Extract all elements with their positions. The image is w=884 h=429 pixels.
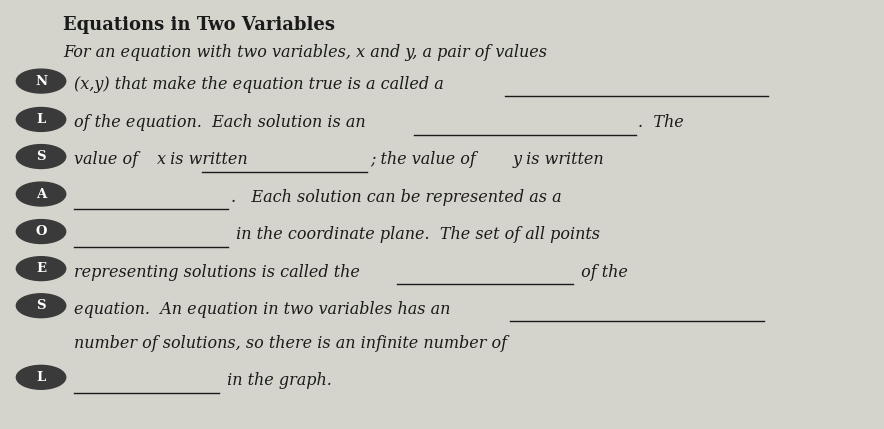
Circle shape (17, 257, 65, 281)
Circle shape (17, 182, 65, 206)
Text: ; the value of: ; the value of (370, 151, 481, 169)
Text: is written: is written (522, 151, 604, 169)
Text: L: L (36, 371, 46, 384)
Text: A: A (36, 187, 46, 200)
Text: x: x (156, 151, 165, 169)
Text: S: S (36, 150, 46, 163)
Text: of the: of the (576, 263, 628, 281)
Text: is written: is written (165, 151, 253, 169)
Circle shape (17, 294, 65, 317)
Circle shape (17, 108, 65, 131)
Text: E: E (36, 262, 46, 275)
Text: value of: value of (73, 151, 143, 169)
Text: S: S (36, 299, 46, 312)
Text: of the equation.  Each solution is an: of the equation. Each solution is an (73, 115, 370, 131)
Text: in the coordinate plane.  The set of all points: in the coordinate plane. The set of all … (231, 227, 599, 243)
Text: .  The: . The (637, 115, 683, 131)
Text: representing solutions is called the: representing solutions is called the (73, 263, 364, 281)
Circle shape (17, 145, 65, 169)
Circle shape (17, 69, 65, 93)
Text: (x,y) that make the equation true is a called a: (x,y) that make the equation true is a c… (73, 76, 448, 93)
Text: y: y (513, 151, 522, 169)
Circle shape (17, 366, 65, 389)
Text: N: N (35, 75, 47, 88)
Text: Equations in Two Variables: Equations in Two Variables (63, 16, 335, 34)
Text: For an equation with two variables, x and y, a pair of values: For an equation with two variables, x an… (63, 44, 547, 61)
Text: number of solutions, so there is an infinite number of: number of solutions, so there is an infi… (73, 335, 507, 352)
Text: in the graph.: in the graph. (222, 372, 332, 389)
Text: .   Each solution can be represented as a: . Each solution can be represented as a (231, 189, 561, 206)
Text: O: O (35, 225, 47, 238)
Circle shape (17, 220, 65, 244)
Text: L: L (36, 113, 46, 126)
Text: equation.  An equation in two variables has an: equation. An equation in two variables h… (73, 301, 455, 317)
